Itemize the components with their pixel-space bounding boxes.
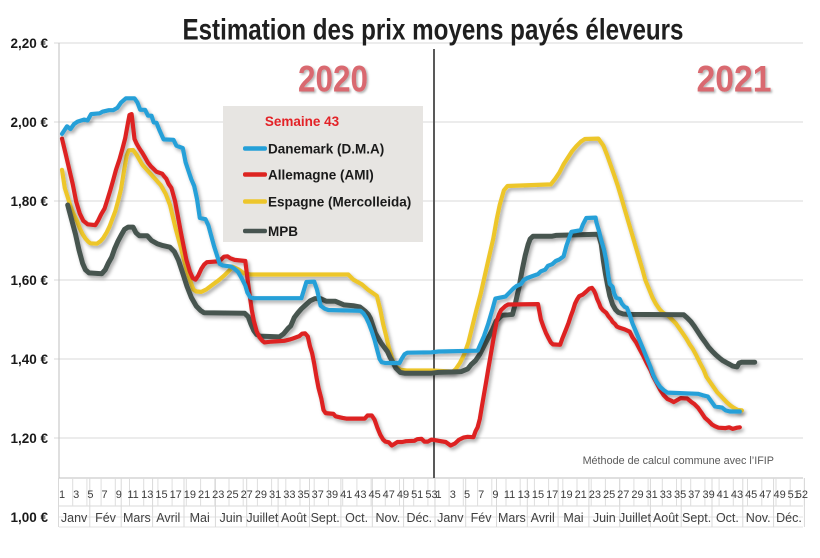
svg-text:11: 11 — [127, 489, 138, 501]
svg-text:Déc.: Déc. — [776, 511, 802, 525]
svg-text:Janv: Janv — [61, 511, 88, 525]
svg-text:25: 25 — [603, 489, 615, 501]
svg-text:3: 3 — [73, 489, 79, 501]
svg-text:Nov.: Nov. — [746, 511, 771, 525]
svg-text:Allemagne (AMI): Allemagne (AMI) — [268, 167, 374, 182]
svg-text:1,20 €: 1,20 € — [10, 431, 48, 446]
svg-text:43: 43 — [354, 489, 366, 501]
svg-text:2020: 2020 — [298, 59, 368, 100]
svg-text:3: 3 — [450, 489, 456, 501]
svg-text:35: 35 — [297, 489, 309, 501]
svg-text:31: 31 — [269, 489, 281, 501]
svg-text:1,60 €: 1,60 € — [10, 273, 48, 288]
svg-text:2,20 €: 2,20 € — [10, 36, 48, 51]
svg-text:13: 13 — [518, 489, 530, 501]
svg-text:45: 45 — [368, 489, 380, 501]
svg-text:29: 29 — [255, 489, 267, 501]
svg-text:1,40 €: 1,40 € — [10, 352, 48, 367]
svg-text:2,00 €: 2,00 € — [10, 115, 48, 130]
svg-text:33: 33 — [660, 489, 672, 501]
svg-text:25: 25 — [226, 489, 238, 501]
svg-text:31: 31 — [646, 489, 658, 501]
svg-text:15: 15 — [532, 489, 544, 501]
svg-text:13: 13 — [141, 489, 153, 501]
svg-text:Oct.: Oct. — [716, 511, 739, 525]
svg-text:Méthode de calcul commune avec: Méthode de calcul commune avec l’IFIP — [583, 455, 774, 467]
svg-text:27: 27 — [617, 489, 629, 501]
svg-text:37: 37 — [312, 489, 324, 501]
svg-text:21: 21 — [198, 489, 210, 501]
svg-text:Fév: Fév — [471, 511, 493, 525]
svg-text:Estimation des prix moyens pay: Estimation des prix moyens payés éleveur… — [183, 14, 684, 47]
svg-text:41: 41 — [717, 489, 729, 501]
svg-text:Déc.: Déc. — [406, 511, 432, 525]
svg-text:Juin: Juin — [220, 511, 243, 525]
svg-text:15: 15 — [155, 489, 167, 501]
svg-text:Juillet: Juillet — [619, 511, 651, 525]
svg-text:11: 11 — [504, 489, 515, 501]
svg-text:19: 19 — [184, 489, 196, 501]
svg-text:1: 1 — [59, 489, 65, 501]
svg-text:33: 33 — [283, 489, 295, 501]
svg-text:Avril: Avril — [531, 511, 555, 525]
svg-text:17: 17 — [170, 489, 182, 501]
svg-text:Avril: Avril — [156, 511, 180, 525]
svg-text:17: 17 — [546, 489, 558, 501]
svg-text:1,80 €: 1,80 € — [10, 194, 48, 209]
svg-text:Oct.: Oct. — [345, 511, 368, 525]
svg-text:Mars: Mars — [123, 511, 151, 525]
svg-text:Juin: Juin — [593, 511, 616, 525]
svg-text:47: 47 — [759, 489, 771, 501]
svg-text:37: 37 — [688, 489, 700, 501]
svg-text:45: 45 — [745, 489, 757, 501]
svg-text:1,00 €: 1,00 € — [10, 510, 48, 525]
svg-text:Nov.: Nov. — [376, 511, 401, 525]
svg-text:51: 51 — [411, 489, 423, 501]
svg-text:23: 23 — [589, 489, 601, 501]
svg-text:Sept.: Sept. — [682, 511, 711, 525]
svg-text:Espagne (Mercolleida): Espagne (Mercolleida) — [268, 194, 411, 209]
svg-text:Août: Août — [653, 511, 679, 525]
svg-text:Juillet: Juillet — [246, 511, 278, 525]
svg-text:51: 51 — [788, 489, 800, 501]
svg-text:Mars: Mars — [498, 511, 526, 525]
svg-text:39: 39 — [702, 489, 714, 501]
svg-text:35: 35 — [674, 489, 686, 501]
svg-text:52: 52 — [796, 489, 808, 501]
svg-text:5: 5 — [464, 489, 470, 501]
svg-text:9: 9 — [492, 489, 498, 501]
svg-text:2021: 2021 — [697, 59, 772, 100]
svg-text:49: 49 — [397, 489, 409, 501]
svg-text:49: 49 — [773, 489, 785, 501]
svg-text:29: 29 — [631, 489, 643, 501]
svg-text:19: 19 — [560, 489, 572, 501]
svg-text:41: 41 — [340, 489, 352, 501]
svg-text:39: 39 — [326, 489, 338, 501]
svg-text:MPB: MPB — [268, 224, 298, 239]
svg-text:Janv: Janv — [437, 511, 464, 525]
svg-text:9: 9 — [116, 489, 122, 501]
svg-text:27: 27 — [241, 489, 253, 501]
svg-text:Mai: Mai — [563, 511, 583, 525]
svg-text:47: 47 — [383, 489, 395, 501]
svg-text:Fév: Fév — [95, 511, 117, 525]
svg-text:Août: Août — [281, 511, 307, 525]
svg-text:Danemark (D.M.A): Danemark (D.M.A) — [268, 141, 384, 156]
svg-text:Mai: Mai — [190, 511, 210, 525]
svg-text:7: 7 — [478, 489, 484, 501]
svg-text:1: 1 — [436, 489, 442, 501]
svg-text:Semaine 43: Semaine 43 — [265, 114, 340, 129]
svg-text:53: 53 — [425, 489, 437, 501]
svg-text:5: 5 — [87, 489, 93, 501]
svg-text:43: 43 — [731, 489, 743, 501]
svg-text:23: 23 — [212, 489, 224, 501]
svg-text:21: 21 — [575, 489, 587, 501]
svg-text:Sept.: Sept. — [311, 511, 340, 525]
svg-text:7: 7 — [102, 489, 108, 501]
